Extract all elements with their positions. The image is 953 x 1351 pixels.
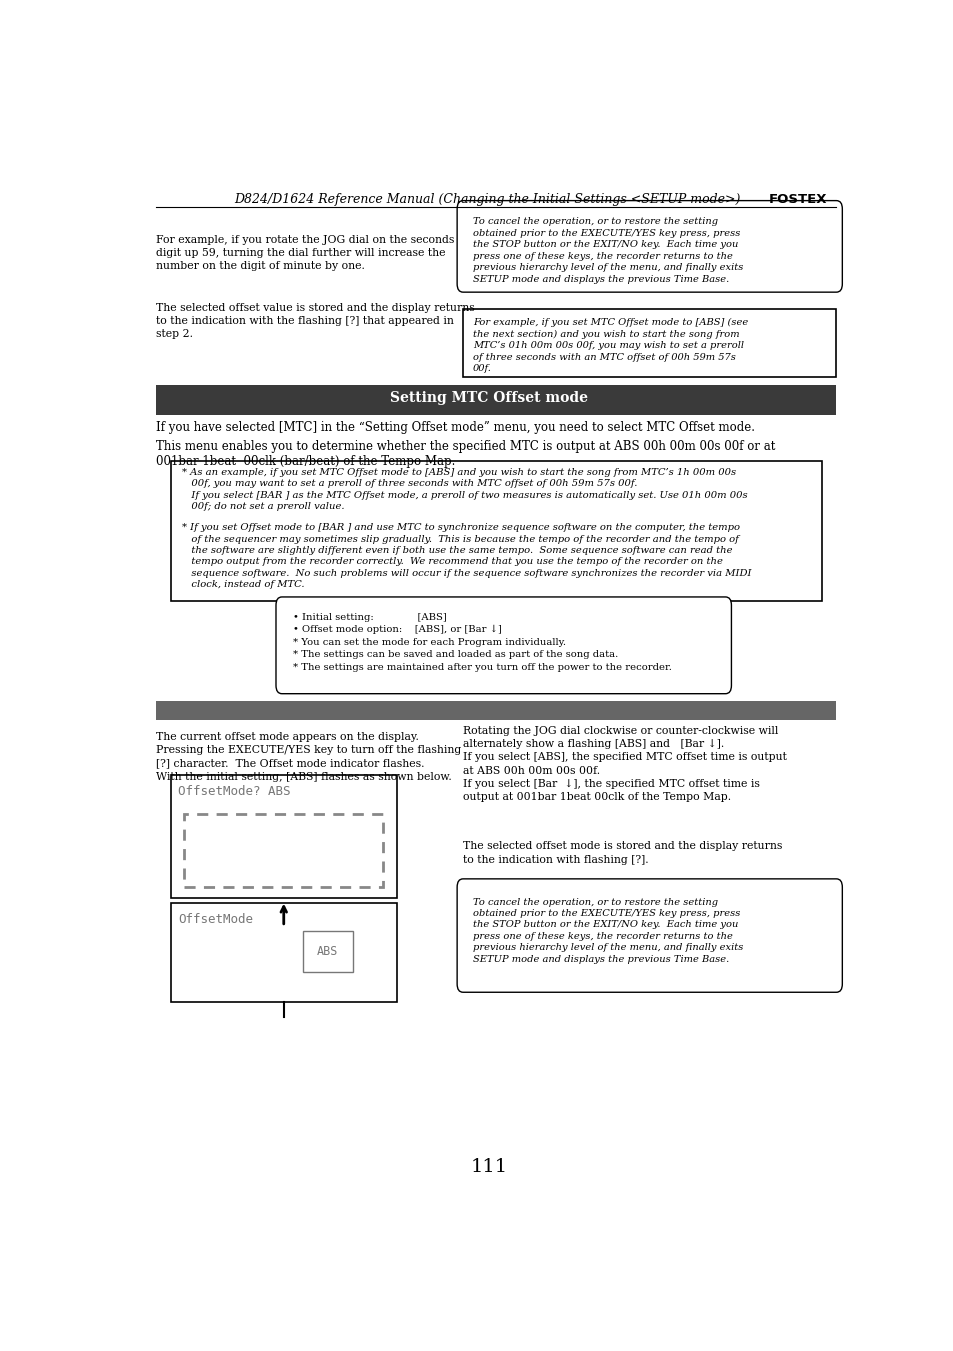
Text: OffsetMode? ABS: OffsetMode? ABS [178, 785, 291, 798]
Text: 001bar 1beat  00clk (bar/beat) of the Tempo Map.: 001bar 1beat 00clk (bar/beat) of the Tem… [156, 455, 456, 469]
FancyBboxPatch shape [456, 880, 841, 992]
Text: To cancel the operation, or to restore the setting
obtained prior to the EXECUTE: To cancel the operation, or to restore t… [472, 897, 742, 963]
Text: OffsetMode: OffsetMode [178, 913, 253, 927]
Text: FOSTEX: FOSTEX [767, 193, 826, 207]
Text: • Initial setting:              [ABS]
• Offset mode option:    [ABS], or [Bar ↓]: • Initial setting: [ABS] • Offset mode o… [293, 612, 671, 671]
FancyBboxPatch shape [456, 200, 841, 292]
Text: Setting MTC Offset mode: Setting MTC Offset mode [390, 392, 587, 405]
Text: To cancel the operation, or to restore the setting
obtained prior to the EXECUTE: To cancel the operation, or to restore t… [472, 218, 742, 284]
Text: 111: 111 [470, 1158, 507, 1177]
Text: For example, if you set MTC Offset mode to [ABS] (see
the next section) and you : For example, if you set MTC Offset mode … [472, 319, 747, 373]
Text: ABS: ABS [316, 946, 338, 958]
Bar [462, 309, 836, 377]
Text: If you have selected [MTC] in the “Setting Offset mode” menu, you need to select: If you have selected [MTC] in the “Setti… [156, 422, 755, 434]
Bar [302, 931, 353, 973]
Bar [156, 701, 836, 720]
Bar [184, 815, 383, 888]
Text: * If you set Offset mode to [BAR ] and use MTC to synchronize sequence software : * If you set Offset mode to [BAR ] and u… [182, 523, 751, 589]
Bar [171, 775, 396, 897]
Text: This menu enables you to determine whether the specified MTC is output at ABS 00: This menu enables you to determine wheth… [156, 440, 775, 453]
Text: Rotating the JOG dial clockwise or counter-clockwise will
alternately show a fla: Rotating the JOG dial clockwise or count… [462, 725, 786, 802]
Text: D824/D1624 Reference Manual (Changing the Initial Settings <SETUP mode>): D824/D1624 Reference Manual (Changing th… [233, 193, 743, 207]
Bar [171, 902, 396, 1001]
Text: * As an example, if you set MTC Offset mode to [ABS] and you wish to start the s: * As an example, if you set MTC Offset m… [182, 467, 747, 511]
Text: For example, if you rotate the JOG dial on the seconds
digit up 59, turning the : For example, if you rotate the JOG dial … [156, 235, 455, 272]
Text: The current offset mode appears on the display.
Pressing the EXECUTE/YES key to : The current offset mode appears on the d… [156, 732, 461, 782]
Text: The selected offset mode is stored and the display returns
to the indication wit: The selected offset mode is stored and t… [462, 842, 781, 865]
FancyBboxPatch shape [275, 597, 731, 693]
Bar [156, 385, 836, 415]
Text: The selected offset value is stored and the display returns
to the indication wi: The selected offset value is stored and … [156, 303, 475, 339]
Bar [171, 461, 821, 601]
